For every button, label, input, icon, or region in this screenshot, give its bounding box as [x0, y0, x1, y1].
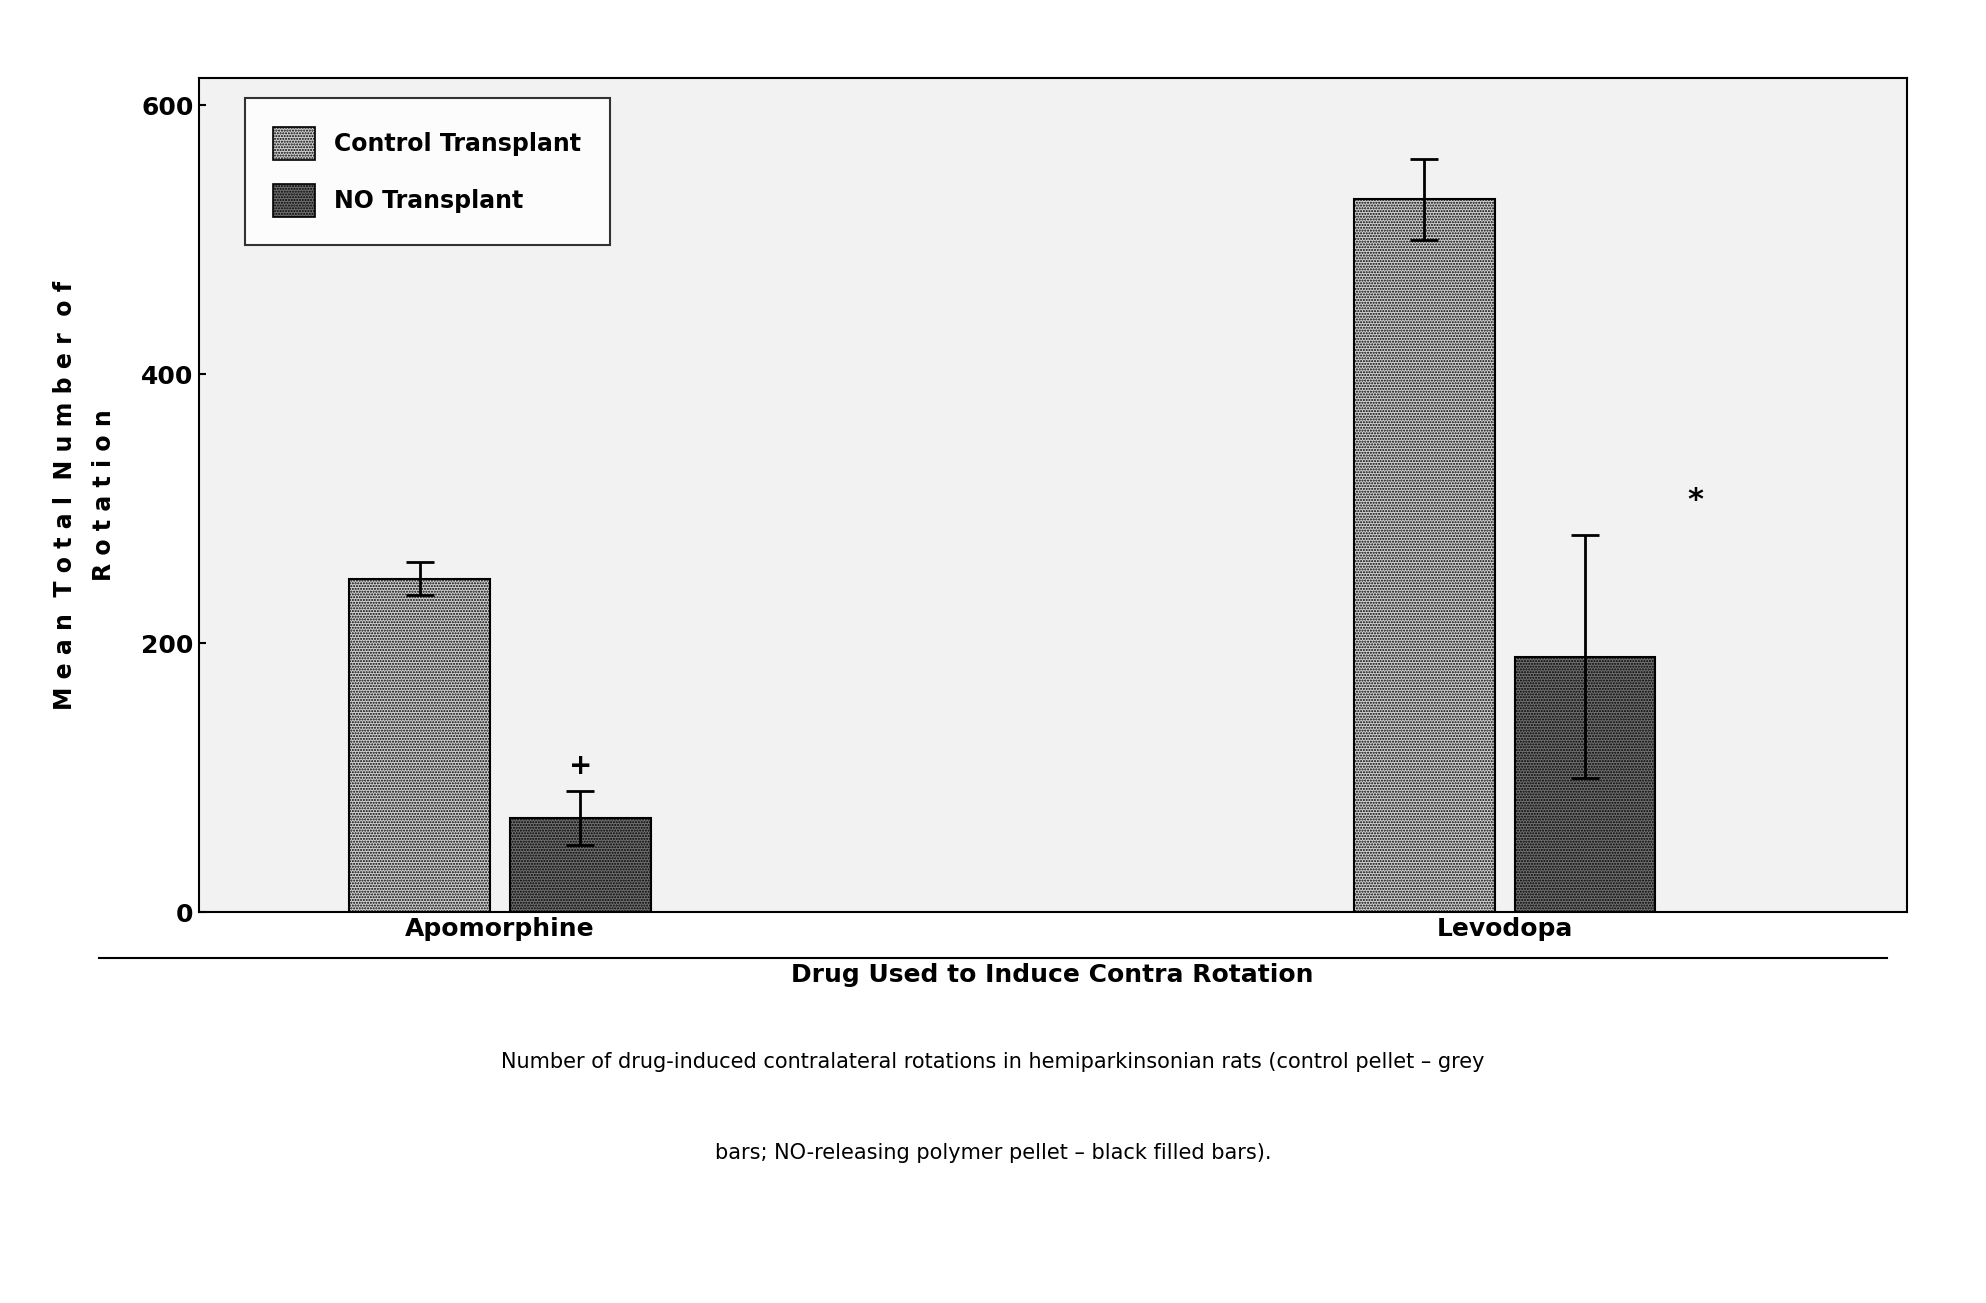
Bar — [510, 818, 651, 912]
Text: Number of drug-induced contralateral rotations in hemiparkinsonian rats (control: Number of drug-induced contralateral rot… — [500, 1052, 1486, 1072]
Bar — [350, 579, 491, 912]
Bar — [1354, 199, 1495, 912]
Text: *: * — [1688, 486, 1704, 515]
Text: bars; NO-releasing polymer pellet – black filled bars).: bars; NO-releasing polymer pellet – blac… — [715, 1143, 1271, 1164]
Y-axis label: M e a n  T o t a l  N u m b e r  o f
R o t a t i o n: M e a n T o t a l N u m b e r o f R o t … — [54, 280, 117, 710]
Text: +: + — [568, 752, 592, 780]
Legend: Control Transplant, NO Transplant: Control Transplant, NO Transplant — [244, 98, 610, 245]
X-axis label: Drug Used to Induce Contra Rotation: Drug Used to Induce Contra Rotation — [790, 963, 1315, 988]
Bar — [1515, 657, 1656, 912]
